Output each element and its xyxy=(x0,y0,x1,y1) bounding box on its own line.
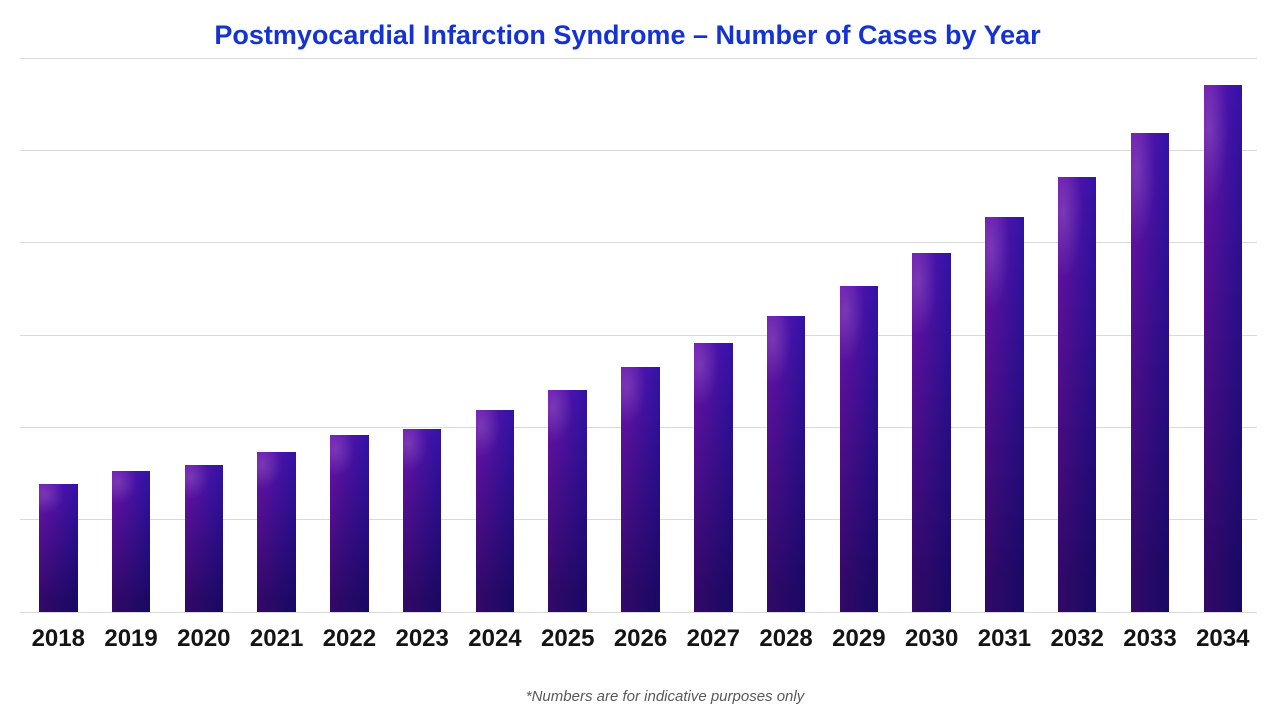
x-tick-label: 2021 xyxy=(249,625,304,652)
x-tick-label: 2033 xyxy=(1123,625,1177,652)
x-tick-label: 2022 xyxy=(322,625,377,652)
bar-2028 xyxy=(766,315,806,612)
bar-2033 xyxy=(1130,132,1170,612)
gridline-3 xyxy=(20,334,1257,336)
x-tick-label: 2019 xyxy=(104,625,158,652)
gridline-0 xyxy=(20,57,1257,59)
bar-2020 xyxy=(184,465,224,612)
gridline-2 xyxy=(20,242,1257,244)
bar-2024 xyxy=(475,409,515,612)
bar-2019 xyxy=(111,470,151,612)
x-tick-2032: 2032 xyxy=(1051,625,1104,653)
bars-group xyxy=(39,58,1242,612)
x-tick-2021: 2021 xyxy=(250,625,303,653)
plot-area xyxy=(20,57,1257,613)
gridline-1 xyxy=(20,149,1257,151)
x-tick-2025: 2025 xyxy=(541,625,594,653)
x-tick-2028: 2028 xyxy=(759,625,812,653)
bar-2031 xyxy=(985,216,1024,612)
x-tick-2029: 2029 xyxy=(832,625,885,653)
x-tick-2022: 2022 xyxy=(323,625,376,653)
x-tick-2020: 2020 xyxy=(177,625,230,653)
bar-2029 xyxy=(839,286,879,612)
x-tick-label: 2023 xyxy=(395,625,449,652)
bar-2034 xyxy=(1203,84,1242,612)
bar-2022 xyxy=(330,434,369,612)
bar-2025 xyxy=(548,390,587,612)
x-tick-label: 2025 xyxy=(541,625,595,652)
x-tick-label: 2029 xyxy=(832,625,886,652)
bar-2021 xyxy=(257,452,296,612)
x-tick-label: 2020 xyxy=(177,625,231,652)
x-axis-tick-labels: 2018 2019 2020 2021 2022 2023 2024 2025 2026 2027… xyxy=(32,625,1250,653)
bar-2032 xyxy=(1057,177,1097,612)
bar-2027 xyxy=(694,343,733,612)
x-tick-label: 2032 xyxy=(1050,625,1104,652)
x-tick-label: 2027 xyxy=(686,625,740,652)
x-tick-2019: 2019 xyxy=(104,625,157,653)
bar-2026 xyxy=(621,367,660,612)
x-tick-2024: 2024 xyxy=(468,625,521,653)
x-tick-2033: 2033 xyxy=(1123,625,1176,653)
chart-title: Postmyocardial Infarction Syndrome – Num… xyxy=(214,20,1041,50)
x-tick-2031: 2031 xyxy=(978,625,1031,653)
x-tick-label: 2030 xyxy=(904,625,959,652)
x-tick-2018: 2018 xyxy=(32,625,85,653)
x-tick-2034: 2034 xyxy=(1196,625,1249,653)
x-tick-label: 2031 xyxy=(977,625,1032,652)
x-tick-label: 2018 xyxy=(31,625,85,652)
bar-2030 xyxy=(912,252,951,612)
x-tick-label: 2034 xyxy=(1196,625,1250,652)
x-tick-2026: 2026 xyxy=(614,625,667,653)
x-tick-label: 2026 xyxy=(613,625,668,652)
bar-2018 xyxy=(39,483,78,612)
x-tick-2023: 2023 xyxy=(395,625,448,653)
x-tick-label: 2028 xyxy=(759,625,813,652)
footnote: *Numbers are for indicative purposes onl… xyxy=(525,688,805,705)
x-tick-label: 2024 xyxy=(468,625,522,652)
x-tick-2027: 2027 xyxy=(687,625,740,653)
gridline-6 xyxy=(20,611,1257,613)
x-tick-2030: 2030 xyxy=(905,625,958,653)
bar-2023 xyxy=(402,429,442,612)
